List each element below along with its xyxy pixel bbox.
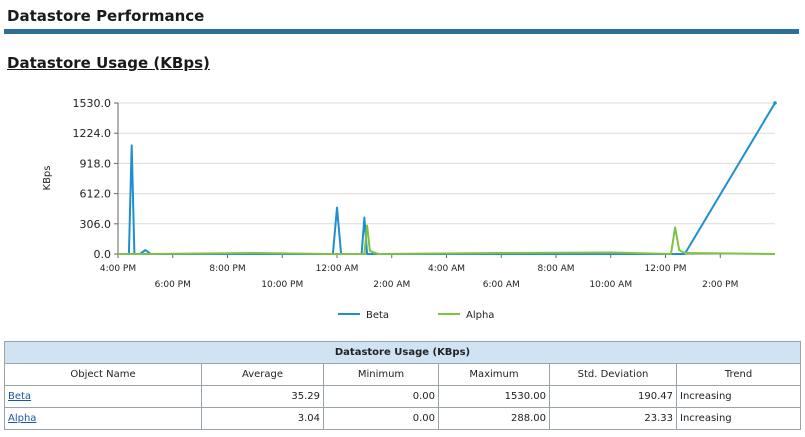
x-tick-label: 4:00 PM — [100, 264, 136, 274]
column-header-trend[interactable]: Trend — [676, 363, 801, 386]
trend-cell: Increasing — [676, 385, 801, 408]
column-header-maximum[interactable]: Maximum — [438, 363, 550, 386]
series-line-alpha — [118, 224, 776, 255]
x-tick-label: 12:00 AM — [316, 264, 359, 274]
x-tick-label: 2:00 PM — [702, 280, 738, 290]
object-link-beta[interactable]: Beta — [8, 391, 32, 402]
table-caption: Datastore Usage (KBps) — [4, 341, 801, 364]
y-axis-label: KBps — [42, 166, 53, 191]
average-cell: 3.04 — [201, 407, 324, 430]
x-tick-label: 12:00 PM — [645, 264, 687, 274]
table-row: Alpha 3.04 0.00 288.00 23.33 Increasing — [4, 407, 801, 430]
x-tick-label: 2:00 AM — [373, 280, 410, 290]
x-tick-label: 10:00 PM — [261, 280, 303, 290]
y-tick-label: 1530.0 — [73, 97, 112, 110]
x-tick-label: 8:00 PM — [209, 264, 245, 274]
column-header-minimum[interactable]: Minimum — [323, 363, 439, 386]
x-tick-label: 6:00 AM — [483, 280, 520, 290]
average-cell: 35.29 — [201, 385, 324, 408]
y-tick-label: 306.0 — [80, 218, 112, 231]
title-divider — [4, 29, 799, 34]
x-tick-label: 8:00 AM — [538, 264, 575, 274]
trend-cell: Increasing — [676, 407, 801, 430]
column-header-average[interactable]: Average — [201, 363, 324, 386]
std-deviation-cell: 23.33 — [549, 407, 677, 430]
y-tick-label: 1224.0 — [73, 127, 112, 140]
data-point-beta-peak — [773, 101, 777, 105]
section-title: Datastore Usage (KBps) — [7, 54, 210, 72]
maximum-cell: 1530.00 — [438, 385, 550, 408]
usage-stats-table: Datastore Usage (KBps) Object Name Avera… — [4, 341, 801, 430]
minimum-cell: 0.00 — [323, 407, 439, 430]
page-title: Datastore Performance — [7, 7, 205, 25]
y-tick-label: 0.0 — [94, 248, 112, 261]
object-name-cell: Beta — [4, 385, 202, 408]
x-tick-label: 4:00 AM — [428, 264, 465, 274]
x-tick-label: 10:00 AM — [589, 280, 632, 290]
object-link-alpha[interactable]: Alpha — [8, 413, 37, 424]
x-tick-label: 6:00 PM — [155, 280, 191, 290]
column-header-object-name[interactable]: Object Name — [4, 363, 202, 386]
legend-label-alpha: Alpha — [466, 310, 494, 321]
object-name-cell: Alpha — [4, 407, 202, 430]
maximum-cell: 288.00 — [438, 407, 550, 430]
usage-line-chart: 1530.0 1224.0 918.0 612.0 306.0 0.0 KBps 4:00 P… — [42, 97, 777, 321]
column-header-std-deviation[interactable]: Std. Deviation — [549, 363, 677, 386]
y-tick-label: 918.0 — [80, 157, 112, 170]
legend-label-beta: Beta — [366, 310, 389, 321]
table-row: Beta 35.29 0.00 1530.00 190.47 Increasin… — [4, 385, 801, 408]
std-deviation-cell: 190.47 — [549, 385, 677, 408]
minimum-cell: 0.00 — [323, 385, 439, 408]
y-tick-label: 612.0 — [80, 188, 112, 201]
